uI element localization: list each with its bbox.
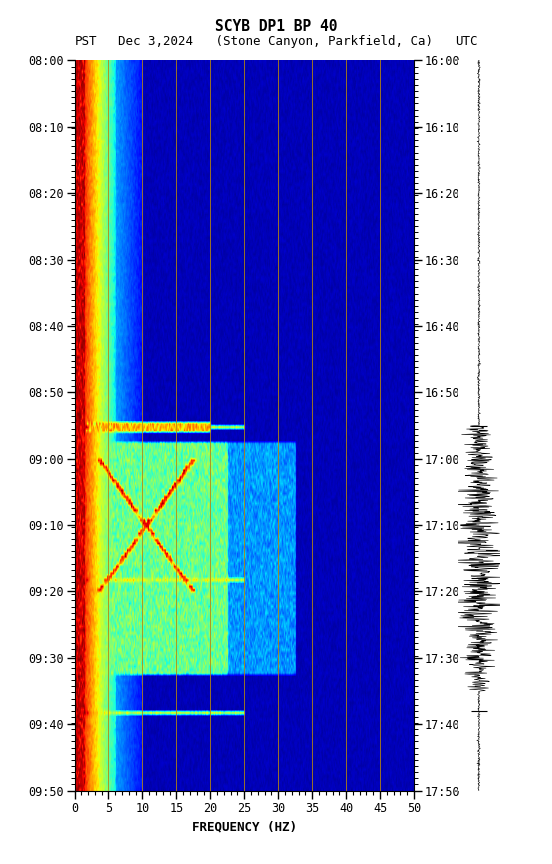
Text: PST: PST [75,35,97,48]
X-axis label: FREQUENCY (HZ): FREQUENCY (HZ) [192,820,297,833]
Text: UTC: UTC [455,35,477,48]
Text: SCYB DP1 BP 40: SCYB DP1 BP 40 [215,19,337,34]
Text: Dec 3,2024   (Stone Canyon, Parkfield, Ca): Dec 3,2024 (Stone Canyon, Parkfield, Ca) [119,35,433,48]
